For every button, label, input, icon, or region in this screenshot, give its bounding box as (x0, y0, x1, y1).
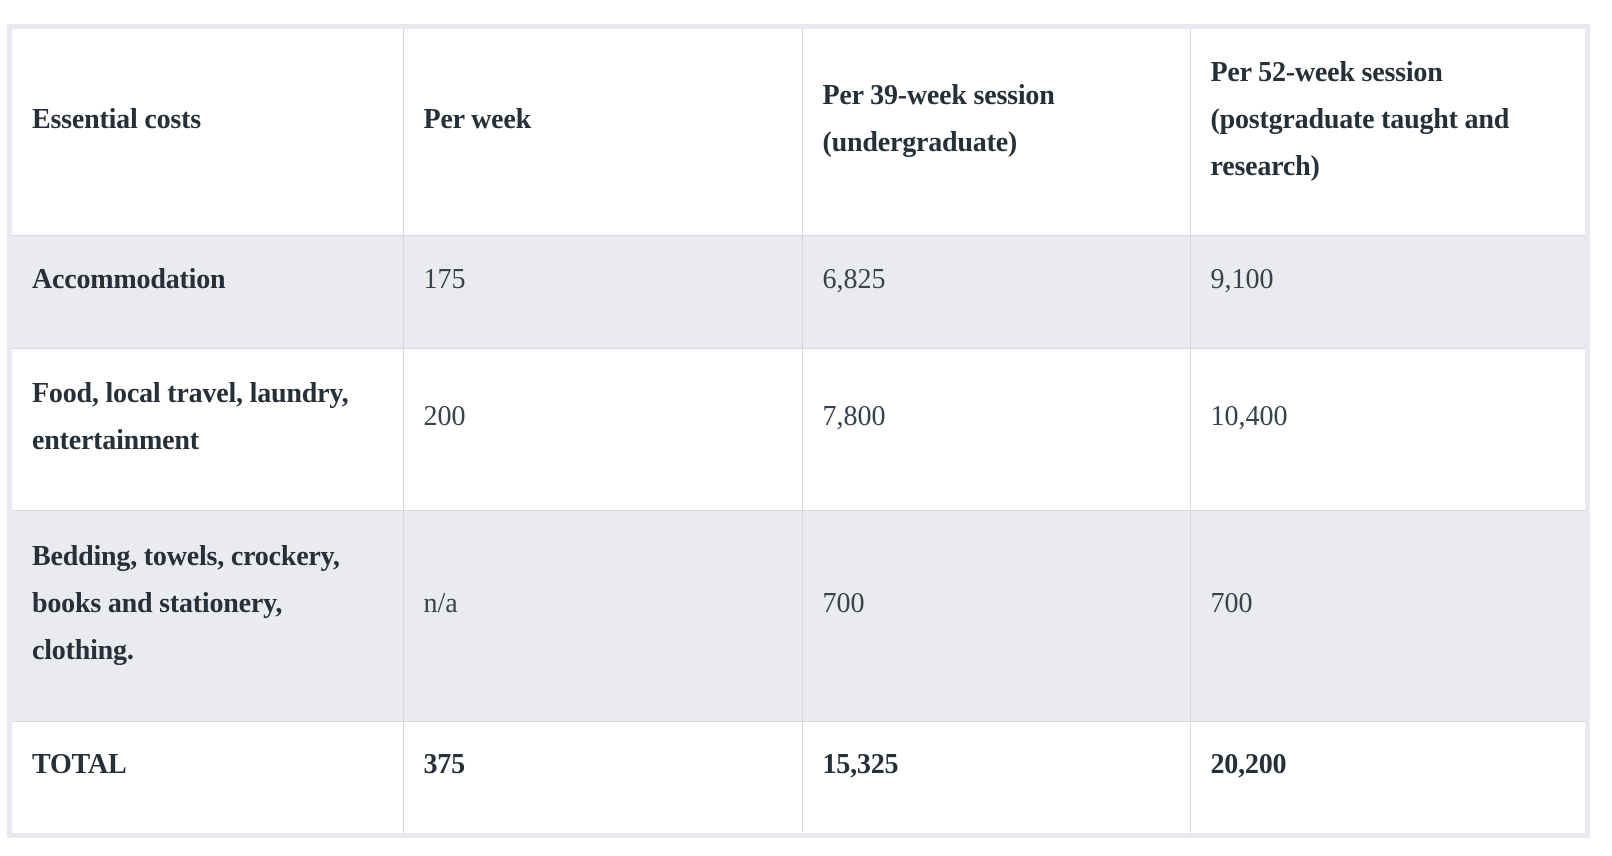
value-cell: 200 (402, 347, 803, 511)
total-per-52-week: 20,200 (1210, 749, 1287, 781)
value-cell: 700 (1189, 509, 1585, 722)
value-cell: 700 (801, 509, 1191, 722)
row-label-cell: TOTAL (12, 720, 404, 833)
value-per-39-week: 6,825 (822, 263, 886, 295)
header-label: Per 52-week session (postgraduate taught… (1210, 56, 1510, 182)
value-per-52-week: 9,100 (1210, 263, 1274, 295)
value-cell: 15,325 (801, 720, 1191, 833)
value-cell: 20,200 (1189, 720, 1585, 833)
value-cell: 175 (402, 234, 803, 349)
header-label: Per 39-week session (undergraduate) (822, 80, 1055, 159)
table-row-bedding-books-clothing: Bedding, towels, crockery, books and sta… (12, 509, 1585, 722)
table-row-total: TOTAL 375 15,325 20,200 (12, 720, 1585, 833)
value-per-39-week: 7,800 (822, 401, 886, 432)
value-cell: 10,400 (1189, 347, 1585, 511)
header-per-52-week-session: Per 52-week session (postgraduate taught… (1189, 29, 1585, 236)
value-per-week: n/a (423, 587, 458, 619)
value-cell: n/a (402, 509, 803, 722)
total-per-39-week: 15,325 (822, 749, 899, 781)
total-per-week: 375 (423, 749, 466, 781)
header-per-39-week-session: Per 39-week session (undergraduate) (801, 29, 1191, 236)
table-row-accommodation: Accommodation 175 6,825 9,100 (12, 234, 1585, 349)
header-essential-costs: Essential costs (12, 29, 404, 236)
row-label-cell: Accommodation (12, 234, 404, 349)
value-per-week: 175 (423, 263, 466, 295)
costs-table: Essential costs Per week Per 39-week ses… (12, 29, 1585, 833)
header-label: Essential costs (32, 103, 201, 135)
value-per-39-week: 700 (822, 587, 865, 619)
header-per-week: Per week (402, 29, 803, 236)
value-cell: 375 (402, 720, 803, 833)
header-label: Per week (423, 103, 532, 135)
table-header-row: Essential costs Per week Per 39-week ses… (12, 29, 1585, 236)
row-label-cell: Food, local travel, laundry, entertainme… (12, 347, 404, 511)
value-per-52-week: 700 (1210, 587, 1253, 619)
value-cell: 6,825 (801, 234, 1191, 349)
essential-costs-table: Essential costs Per week Per 39-week ses… (7, 24, 1590, 838)
value-cell: 9,100 (1189, 234, 1585, 349)
row-label-cell: Bedding, towels, crockery, books and sta… (12, 509, 404, 722)
row-label: Bedding, towels, crockery, books and sta… (32, 540, 340, 666)
table-row-food-travel-laundry: Food, local travel, laundry, entertainme… (12, 347, 1585, 511)
total-label: TOTAL (32, 749, 127, 781)
value-cell: 7,800 (801, 347, 1191, 511)
value-per-week: 200 (423, 401, 466, 432)
row-label: Accommodation (32, 263, 226, 295)
value-per-52-week: 10,400 (1210, 401, 1288, 432)
row-label: Food, local travel, laundry, entertainme… (32, 377, 349, 456)
